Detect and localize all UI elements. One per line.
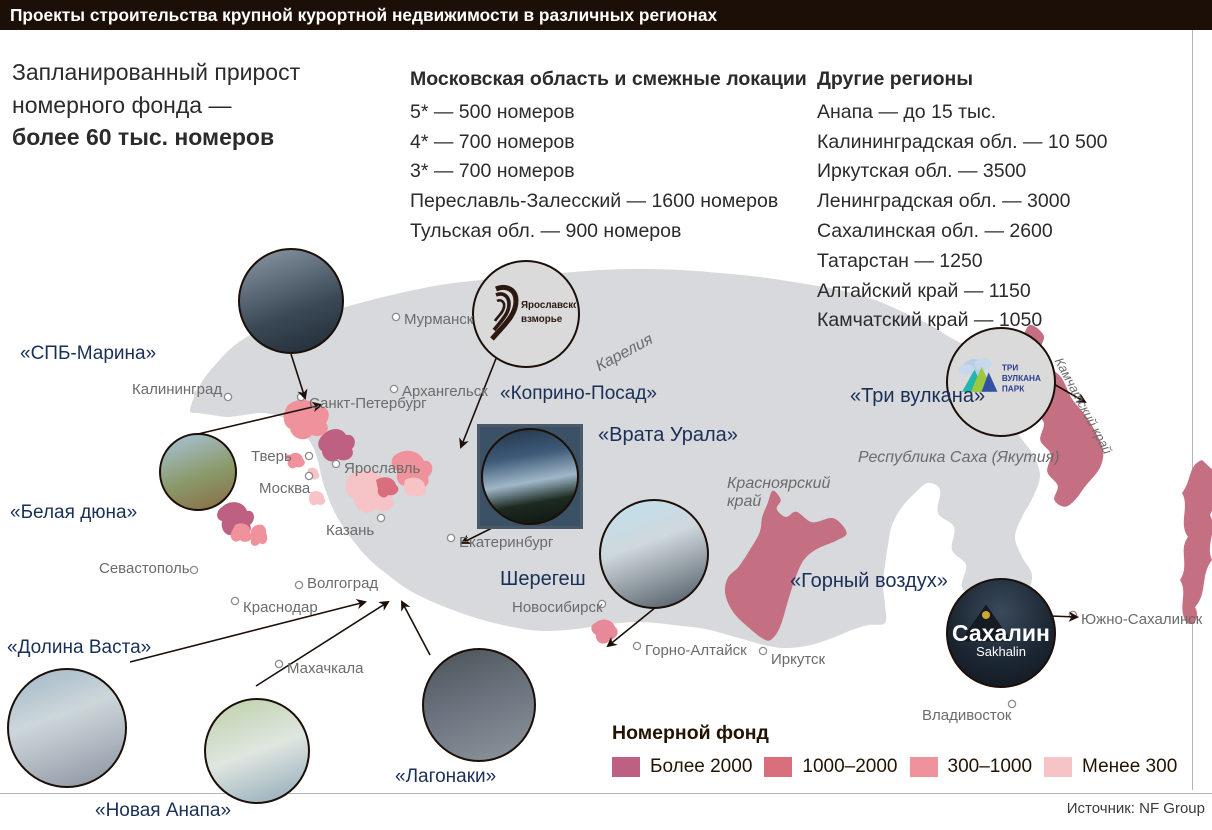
svg-text:ВУЛКАНА: ВУЛКАНА <box>1002 374 1041 383</box>
svg-text:Sakhalin: Sakhalin <box>976 644 1026 659</box>
svg-text:Ярославское: Ярославское <box>521 300 576 311</box>
svg-text:взморье: взморье <box>521 314 563 325</box>
svg-text:Сахалин: Сахалин <box>952 620 1050 646</box>
svg-text:ТРИ: ТРИ <box>1002 364 1019 373</box>
svg-text:ПАРК: ПАРК <box>1002 385 1025 394</box>
